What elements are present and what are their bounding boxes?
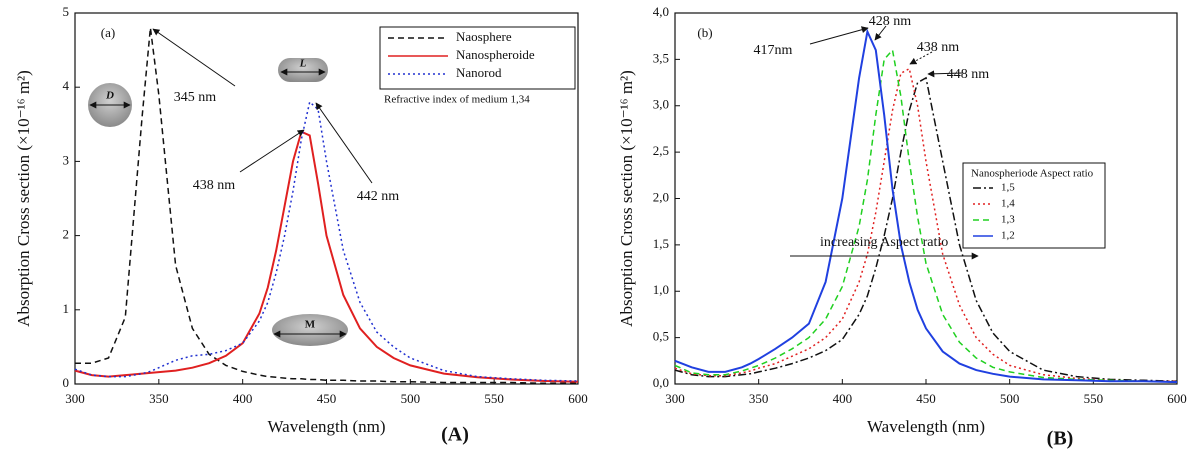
annotation-arrow: [152, 28, 236, 87]
legend-label: Nanorod: [456, 65, 502, 80]
annotation: 417nm: [754, 43, 793, 58]
annotation-arrow: [809, 26, 869, 45]
annotation-arrow: [315, 102, 373, 184]
annotation-arrow: [927, 70, 963, 78]
y-tick-label: 1,5: [653, 236, 669, 251]
y-tick-label: 2,0: [653, 189, 669, 204]
panel-tag: (a): [101, 25, 115, 40]
y-tick-label: 1,0: [653, 282, 669, 297]
legend-label: 1,3: [1001, 214, 1015, 226]
panel-tag: (b): [697, 25, 712, 40]
shape-label: L: [299, 58, 307, 70]
annotation: 438 nm: [917, 40, 960, 55]
x-tick-label: 500: [401, 391, 421, 406]
x-axis-label: Wavelength (nm): [867, 417, 985, 436]
y-tick-label: 0,5: [653, 329, 669, 344]
legend-label: Nanospheroide: [456, 47, 535, 62]
annotation: 428 nm: [869, 14, 912, 29]
x-tick-label: 400: [233, 391, 253, 406]
series-line: [674, 48, 1178, 383]
x-tick-label: 600: [1167, 391, 1187, 406]
panel-label: (A): [441, 424, 469, 446]
y-tick-label: 0: [63, 375, 70, 390]
annotation-arrow: [239, 129, 305, 173]
series-line: [674, 67, 1177, 382]
y-tick-label: 5: [63, 4, 70, 19]
x-axis-label: Wavelength (nm): [267, 417, 385, 436]
annotation: 442 nm: [357, 189, 400, 204]
series-line: [674, 76, 1178, 382]
shape-rod: L: [278, 58, 328, 82]
shape-label: M: [305, 319, 316, 331]
x-tick-label: 450: [916, 391, 936, 406]
x-tick-label: 300: [665, 391, 685, 406]
legend-title: Nanospheriode Aspect ratio: [971, 168, 1094, 180]
panel: 300 350 400 450 500 550 600 0,0 0,5 1,0 1,5 2,0 2,5 3…: [617, 4, 1187, 450]
x-tick-label: 400: [833, 391, 853, 406]
shape-spheroid: M: [272, 314, 348, 346]
y-tick-label: 3: [63, 152, 70, 167]
shape-sphere: D: [88, 83, 132, 127]
legend-label: 1,5: [1001, 182, 1015, 194]
panel: 300 350 400 450 500 550 600 0 1 2 3 4 5 Wavelength (n…: [14, 4, 588, 446]
y-tick-label: 0,0: [653, 375, 669, 390]
y-axis-label: Absorption Cross section (×10⁻¹⁶ m²): [14, 70, 33, 327]
annotation-arrow: [909, 51, 933, 65]
x-tick-label: 350: [749, 391, 769, 406]
annotation: increasing Aspect ratio: [820, 235, 948, 250]
series-line: [74, 130, 579, 383]
y-tick-label: 2,5: [653, 143, 669, 158]
series-line: [75, 27, 578, 385]
note: Refractive index of medium 1,34: [384, 94, 530, 106]
legend-label: 1,4: [1001, 198, 1015, 210]
annotation: 345 nm: [174, 90, 217, 105]
y-tick-label: 1: [63, 301, 70, 316]
legend-box: [962, 162, 1106, 249]
x-tick-label: 450: [317, 391, 337, 406]
y-tick-label: 2: [63, 227, 70, 242]
panel-label: (B): [1047, 428, 1074, 450]
annotation-arrow: [874, 25, 887, 41]
x-tick-label: 550: [484, 391, 504, 406]
series-line: [674, 28, 1178, 384]
x-tick-label: 550: [1084, 391, 1104, 406]
shape-label: D: [105, 90, 114, 102]
series-line: [74, 100, 579, 382]
y-axis-label: Absorption Cross section (×10⁻¹⁶ m²): [617, 70, 636, 327]
y-tick-label: 3,5: [653, 50, 669, 65]
x-tick-label: 600: [568, 391, 588, 406]
annotation: 448 nm: [947, 67, 990, 82]
y-tick-label: 4,0: [653, 4, 669, 19]
legend-label: Naosphere: [456, 29, 512, 44]
x-tick-label: 350: [149, 391, 169, 406]
x-tick-label: 300: [65, 391, 85, 406]
y-tick-label: 3,0: [653, 97, 669, 112]
annotation: 438 nm: [193, 178, 236, 193]
legend-label: 1,2: [1001, 230, 1015, 242]
y-tick-label: 4: [63, 78, 70, 93]
x-tick-label: 500: [1000, 391, 1020, 406]
